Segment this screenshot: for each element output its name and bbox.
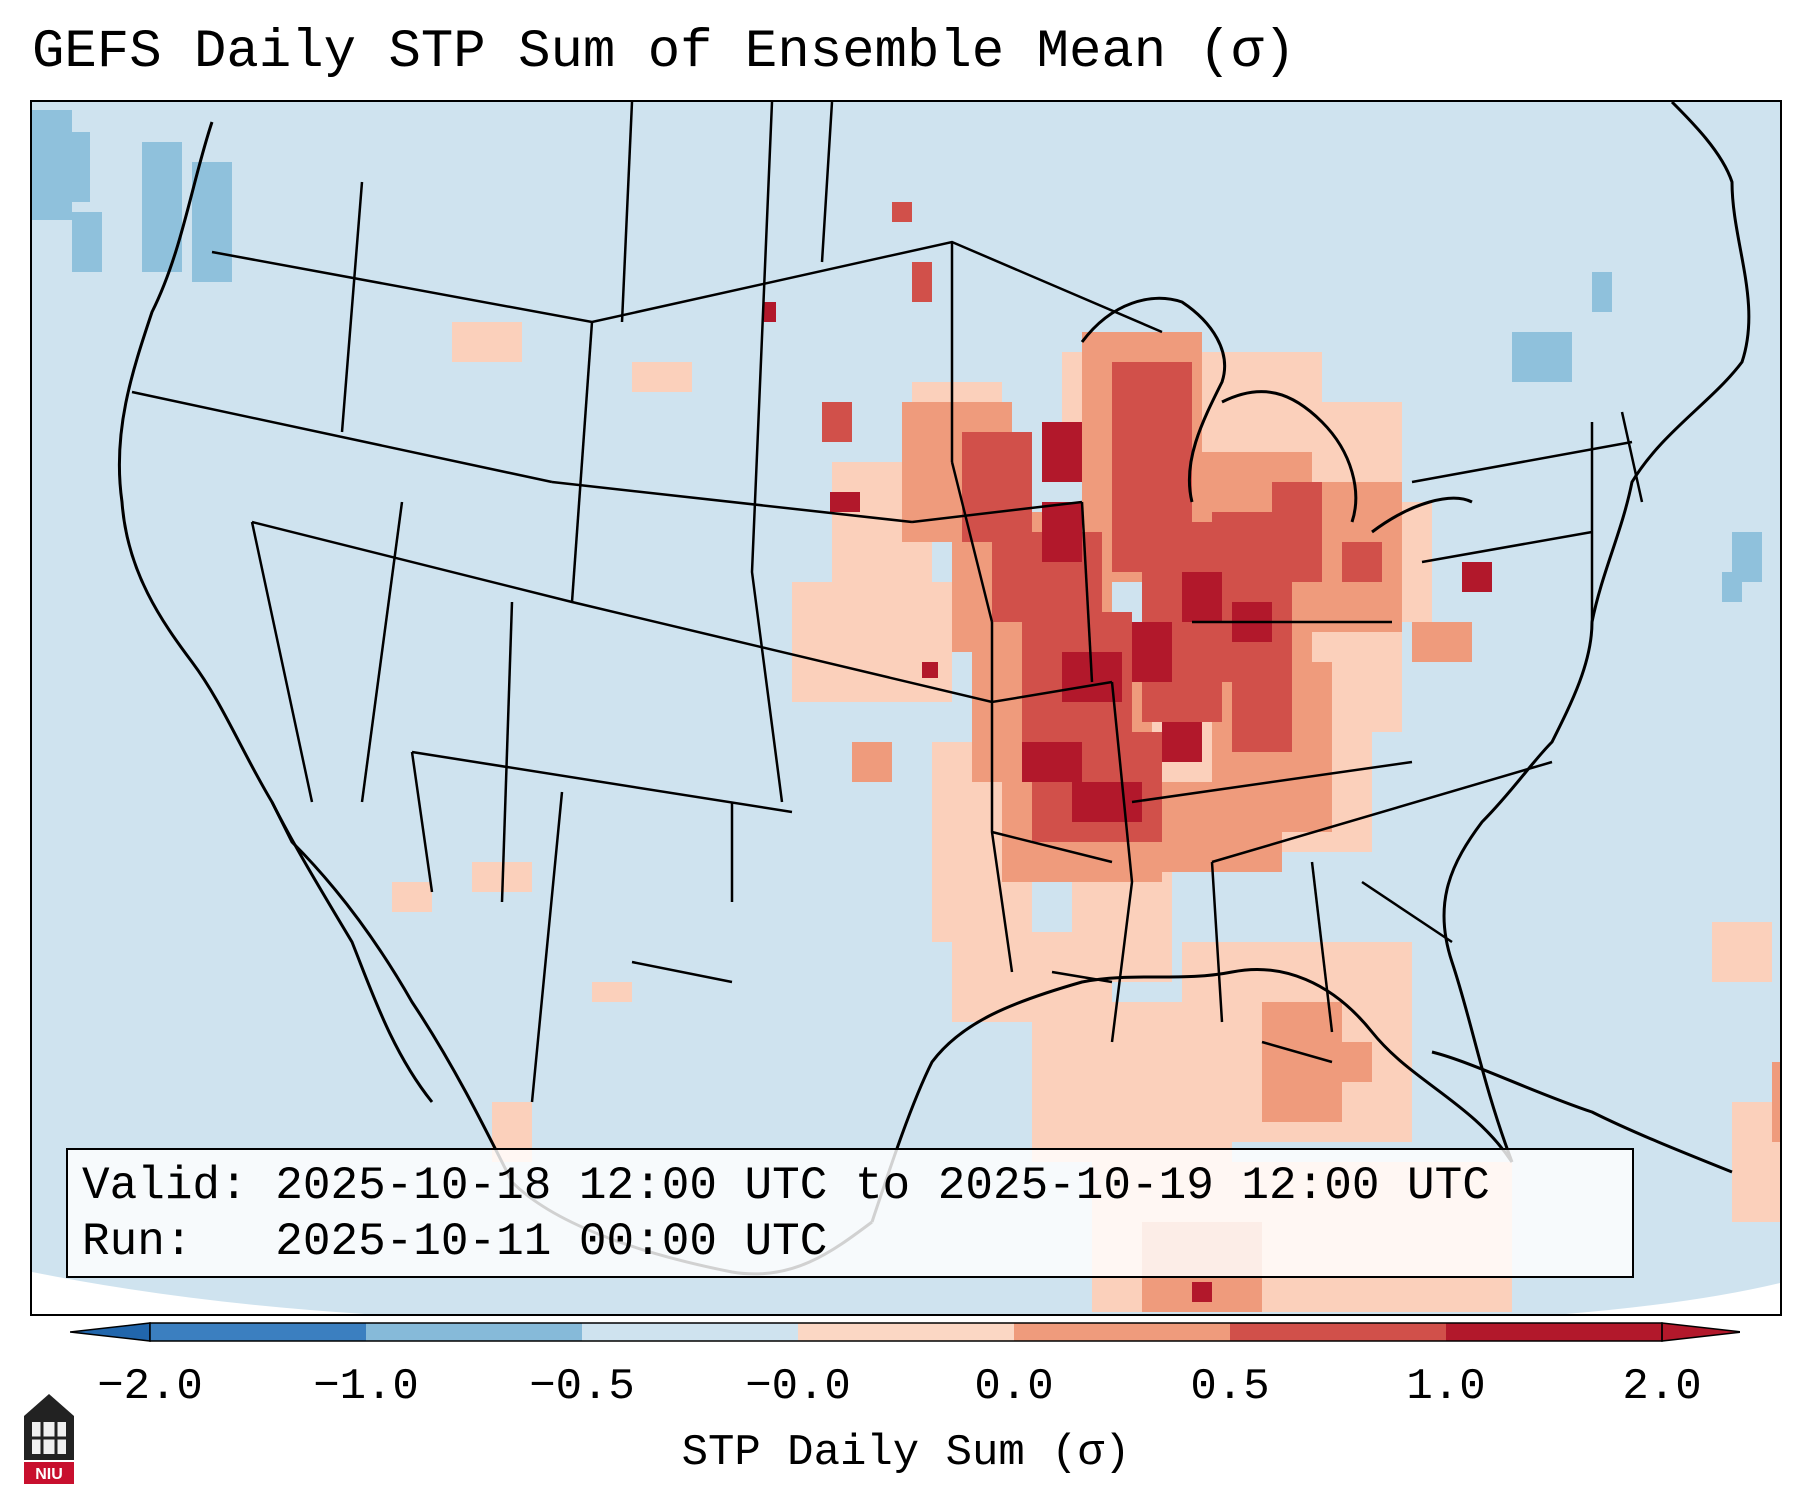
projection-edge-right xyxy=(1565,1282,1780,1314)
logo-text: NIU xyxy=(35,1466,63,1483)
projection-edge-left xyxy=(32,1272,366,1314)
colorbar-segment xyxy=(1230,1323,1446,1341)
colorbar-tick-label: 2.0 xyxy=(1622,1362,1702,1412)
colorbar xyxy=(70,1322,1740,1342)
colorbar-over-arrow xyxy=(1661,1322,1740,1342)
niu-logo-icon: NIU xyxy=(24,1394,74,1484)
colorbar-tick-label: −1.0 xyxy=(313,1362,419,1412)
chart-title: GEFS Daily STP Sum of Ensemble Mean (σ) xyxy=(32,22,1296,83)
colorbar-tick-label: −2.0 xyxy=(97,1362,203,1412)
colorbar-segment xyxy=(1446,1323,1662,1341)
colorbar-tick-label: −0.5 xyxy=(529,1362,635,1412)
colorbar-segment xyxy=(1014,1323,1230,1341)
valid-run-info-box: Valid: 2025-10-18 12:00 UTC to 2025-10-1… xyxy=(66,1148,1634,1278)
run-time: 2025-10-11 00:00 UTC xyxy=(275,1216,828,1268)
valid-time-range: 2025-10-18 12:00 UTC to 2025-10-19 12:00… xyxy=(275,1160,1490,1212)
map-canvas xyxy=(32,102,1780,1314)
colorbar-under-arrow xyxy=(70,1322,151,1342)
colorbar-label: STP Daily Sum (σ) xyxy=(681,1428,1131,1478)
colorbar-outline xyxy=(149,1322,1663,1342)
colorbar-tick-label: 1.0 xyxy=(1406,1362,1486,1412)
colorbar-tick-label: 0.0 xyxy=(974,1362,1054,1412)
extreme-positive-cells xyxy=(764,302,1492,1302)
colorbar-segment xyxy=(798,1323,1014,1341)
colorbar-segment xyxy=(150,1323,366,1341)
negative-anomaly-cells xyxy=(32,110,1762,602)
valid-label: Valid: xyxy=(82,1160,248,1212)
colorbar-tick-label: −0.0 xyxy=(745,1362,851,1412)
colorbar-tick-label: 0.5 xyxy=(1190,1362,1270,1412)
colorbar-segment xyxy=(366,1323,582,1341)
run-label: Run: xyxy=(82,1216,193,1268)
map-panel[interactable] xyxy=(30,100,1782,1316)
state-boundaries xyxy=(131,102,1644,1103)
colorbar-segment xyxy=(582,1323,798,1341)
